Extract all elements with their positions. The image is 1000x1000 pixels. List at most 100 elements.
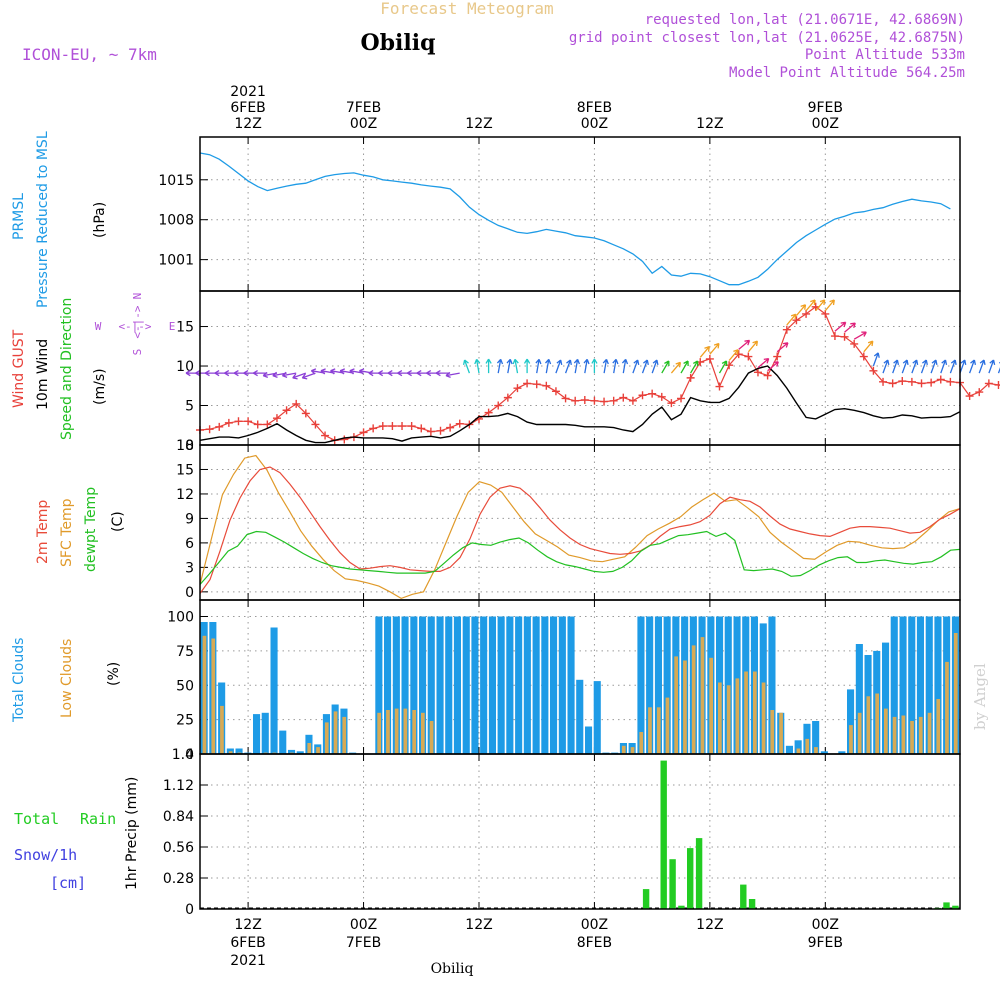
wind-direction-arrow <box>474 358 481 374</box>
wind-direction-arrow <box>506 358 513 374</box>
wind-direction-arrow <box>718 360 728 374</box>
temp-unit: (C) <box>110 511 126 532</box>
wind10-line <box>199 365 961 444</box>
wind-labels: Wind GUST 10m Wind Speed and Direction (… <box>11 293 175 440</box>
time-label-bottom: 12Z <box>696 917 723 933</box>
compass-n: N <box>131 293 144 300</box>
time-label-bottom: 00Z <box>812 917 839 933</box>
gust-marker <box>927 378 936 387</box>
rain-bar <box>695 838 703 909</box>
time-label-top: 12Z <box>696 116 723 132</box>
low-cloud-bar <box>936 699 941 754</box>
pressure-tick-label: 1001 <box>158 253 194 269</box>
low-cloud-bar <box>753 671 757 754</box>
wind-direction-arrow <box>564 359 572 374</box>
total-cloud-bar <box>794 740 802 755</box>
gust-marker <box>446 423 455 432</box>
total-cloud-bar <box>427 616 435 754</box>
total-cloud-bar <box>488 616 496 754</box>
gust-marker <box>994 380 1000 389</box>
gust-marker <box>975 388 984 397</box>
wind-direction-arrow <box>728 349 739 361</box>
wind-direction-arrow <box>747 340 759 353</box>
compass-vertical: <-|-> <box>131 305 144 338</box>
station-title: Obiliq <box>360 30 435 56</box>
total-cloud-bar <box>855 644 863 754</box>
total-cloud-bar <box>925 616 933 754</box>
time-label-top: 9FEB <box>808 100 843 116</box>
gust-marker <box>580 395 589 404</box>
cloud-unit: (%) <box>106 662 122 686</box>
wind-direction-arrow <box>496 358 504 374</box>
grid-point-lonlat: grid point closest lon,lat (21.0625E, 42… <box>569 30 965 46</box>
compass-s: S <box>131 349 144 356</box>
header: Forecast Meteogram Obiliq ICON-EU, ~ 7km… <box>22 0 989 730</box>
low-cloud-bar <box>691 645 696 754</box>
gust-marker <box>667 399 676 408</box>
low-cloud-bar <box>744 671 748 754</box>
wind-direction-arrow <box>930 359 938 374</box>
time-label-top: 00Z <box>350 116 377 132</box>
gust-marker <box>840 332 849 341</box>
gust-marker <box>869 366 878 375</box>
title-top: Forecast Meteogram <box>380 0 553 18</box>
precip-tick-label: 0.56 <box>163 840 194 856</box>
low-cloud-bar <box>220 705 224 754</box>
panel-frame <box>199 753 961 910</box>
wind-direction-arrow <box>786 313 797 326</box>
requested-lonlat: requested lon,lat (21.0671E, 42.6869N) <box>645 12 965 28</box>
wind-direction-arrow <box>523 358 531 374</box>
gust-marker <box>609 396 618 405</box>
cloud-tick-label: 100 <box>167 610 194 626</box>
total-cloud-bar <box>497 616 505 754</box>
gust-marker <box>821 309 830 318</box>
low-cloud-bar <box>805 738 810 754</box>
point-altitude: Point Altitude 533m <box>805 47 965 63</box>
time-label-bottom: 00Z <box>350 917 377 933</box>
wind-direction-arrow <box>699 345 710 358</box>
wind-direction-arrow <box>978 359 986 374</box>
rain-bar <box>740 884 747 909</box>
gust-marker <box>340 435 349 444</box>
rain-bar <box>678 905 685 909</box>
gust-marker <box>205 425 214 434</box>
gust-marker <box>657 392 666 401</box>
low-cloud-bar <box>927 712 932 755</box>
gust-marker <box>398 422 407 431</box>
wind-direction-arrow <box>882 359 890 374</box>
gust-marker <box>494 401 503 410</box>
low-cloud-bar <box>386 710 390 754</box>
panel-frame <box>199 444 961 601</box>
total-cloud-bar <box>480 616 488 754</box>
low-cloud-bar <box>377 712 381 755</box>
gust-marker <box>965 392 974 401</box>
low-cloud-bar <box>901 715 906 754</box>
gust-marker <box>879 377 888 386</box>
gust-marker <box>850 339 859 348</box>
compass-e: E <box>169 320 176 333</box>
wind-unit: (m/s) <box>92 368 108 405</box>
low-cloud-bar <box>665 697 670 754</box>
wind-direction-arrow <box>911 359 919 374</box>
low-cloud-bar <box>656 707 661 755</box>
wind-direction-arrow <box>670 361 682 374</box>
rain-bar <box>669 859 676 909</box>
wind-direction-arrow <box>641 359 649 374</box>
gust-marker <box>734 350 743 359</box>
wind-direction-arrow <box>435 370 451 377</box>
dewpt-line <box>199 530 961 585</box>
gust-marker <box>513 384 522 393</box>
precip-tick-label: 0 <box>185 902 194 918</box>
total-cloud-bar <box>916 616 924 754</box>
total-cloud-bar <box>532 616 540 754</box>
gust-marker <box>292 399 301 408</box>
cloud-tick-label: 0 <box>185 747 194 763</box>
precip-label-rain: Rain <box>80 810 116 828</box>
gust-marker <box>282 406 291 415</box>
total-cloud-bar <box>663 616 671 754</box>
wind-direction-arrow <box>661 360 670 374</box>
gust-marker <box>782 325 791 334</box>
gust-marker <box>532 380 541 389</box>
low-cloud-bar <box>700 637 705 754</box>
low-cloud-bar <box>814 747 818 754</box>
